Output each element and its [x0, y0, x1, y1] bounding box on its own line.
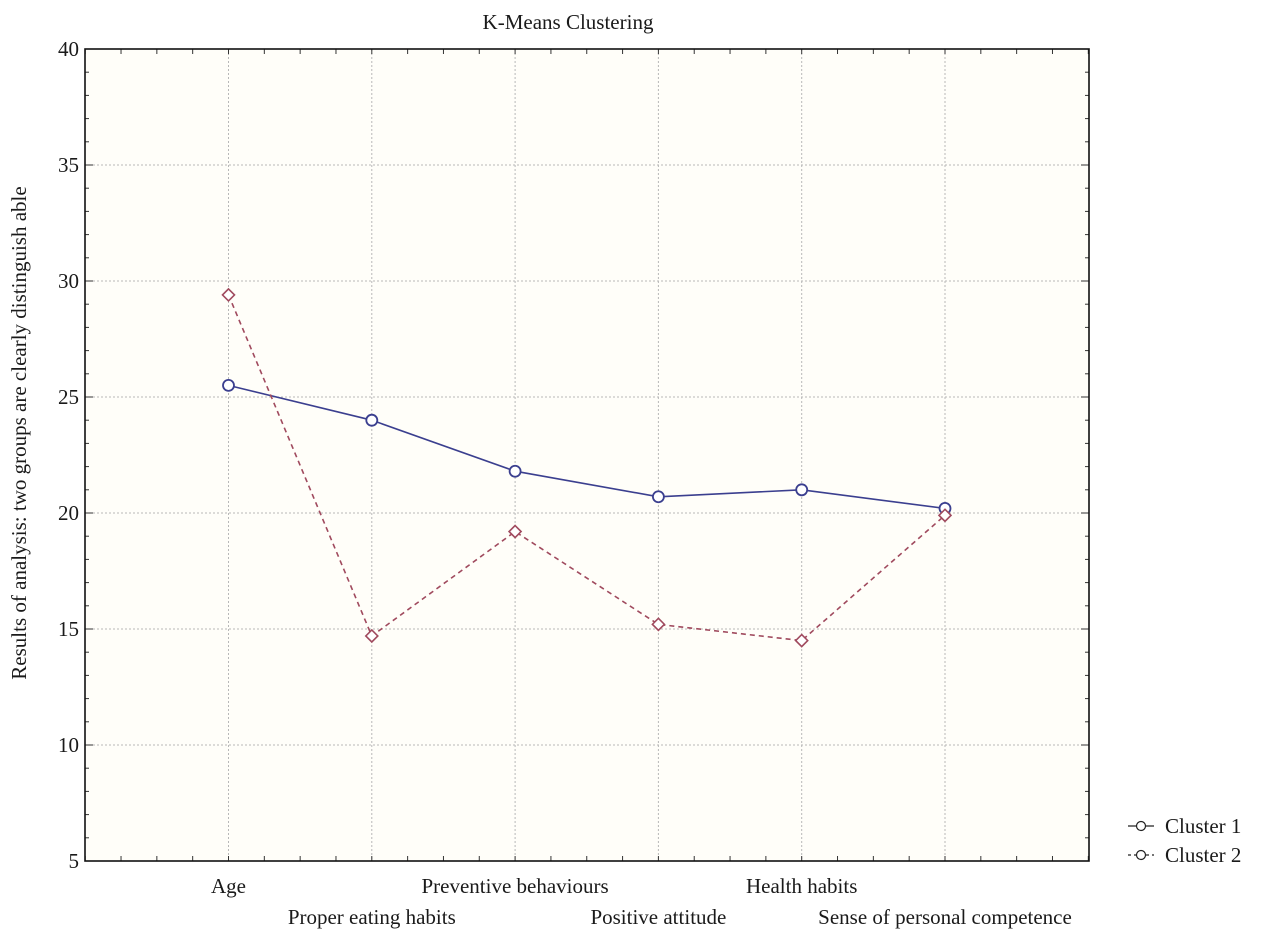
legend: Cluster 1 Cluster 2	[1128, 814, 1241, 867]
x-tick-label: Proper eating habits	[288, 905, 456, 929]
legend-swatch-marker	[1135, 820, 1147, 832]
data-point	[365, 413, 379, 427]
grid	[85, 49, 1089, 861]
legend-label: Cluster 1	[1165, 814, 1241, 838]
series-line	[228, 384, 946, 510]
y-tick-label: 5	[69, 849, 80, 873]
data-point	[364, 628, 379, 644]
data-point	[794, 633, 809, 648]
legend-label: Cluster 2	[1165, 843, 1241, 867]
y-tick-label: 15	[58, 617, 79, 641]
y-tick-label: 30	[58, 269, 79, 293]
series-2	[221, 287, 953, 648]
series-layer	[221, 287, 953, 648]
data-point	[937, 508, 953, 523]
data-point	[652, 490, 665, 504]
x-tick-label: Age	[211, 874, 246, 898]
x-tick-label: Preventive behaviours	[421, 874, 608, 898]
data-point	[651, 617, 666, 632]
y-tick-label: 35	[58, 153, 79, 177]
x-axis: Age Proper eating habits Preventive behavi…	[211, 874, 1072, 929]
data-point	[795, 483, 809, 497]
y-tick-label: 25	[58, 385, 79, 409]
plot-background	[85, 49, 1089, 861]
y-tick-label: 20	[58, 501, 79, 525]
x-tick-label: Sense of personal competence	[818, 905, 1072, 929]
y-axis-title: Results of analysis: two groups are clea…	[7, 186, 31, 679]
x-tick-label: Health habits	[746, 874, 857, 898]
y-tick-label: 10	[58, 733, 79, 757]
data-point	[507, 524, 523, 539]
legend-item-cluster-2[interactable]: Cluster 2	[1128, 843, 1241, 867]
y-axis: 5 10 15 20 25 30 35 40	[58, 37, 79, 873]
plot-frame	[84, 48, 1090, 862]
series-1	[222, 378, 952, 515]
series-line	[227, 294, 946, 642]
data-point	[222, 378, 235, 392]
data-point	[508, 464, 522, 478]
data-point	[221, 287, 236, 303]
y-tick-label: 40	[58, 37, 79, 61]
legend-swatch-marker	[1135, 849, 1147, 861]
chart-title: K-Means Clustering	[483, 10, 654, 34]
x-tick-label: Positive attitude	[590, 905, 726, 929]
legend-item-cluster-1[interactable]: Cluster 1	[1128, 814, 1241, 838]
